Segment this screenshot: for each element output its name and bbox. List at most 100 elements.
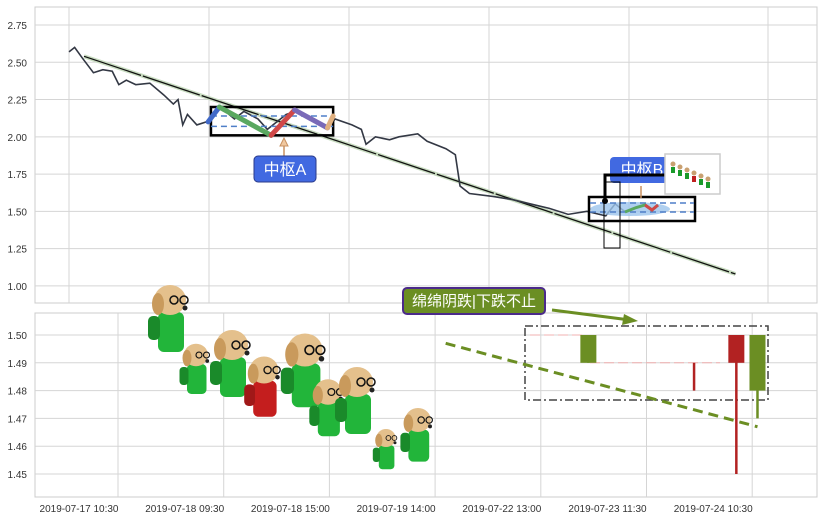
pivot-b-stroke [644, 203, 659, 212]
dog-backpack [210, 361, 222, 385]
candle-group-box [524, 325, 769, 401]
dog-glasses [231, 340, 241, 350]
top-y-tick-label: 2.00 [8, 133, 28, 144]
dog-backpack [309, 405, 320, 426]
bottom-y-tick-label: 1.47 [8, 414, 28, 425]
dog-thumbnail-body [685, 173, 689, 179]
dog-ear [152, 293, 164, 315]
dog-nose [275, 374, 280, 380]
pivot-a-stroke [205, 104, 222, 125]
top-y-tick-label: 2.75 [8, 21, 28, 32]
dog-body [345, 394, 371, 434]
dog-ear [339, 375, 351, 397]
top-y-tick-label: 1.25 [8, 245, 28, 256]
x-tick-label: 2019-07-19 14:00 [357, 504, 436, 515]
pivot-a-stroke [292, 107, 330, 131]
dog-ear [375, 433, 383, 447]
dog-sticker [148, 285, 189, 352]
dog-body [253, 380, 277, 417]
dog-thumbnail-head [677, 164, 683, 170]
dog-glasses [425, 416, 434, 424]
bottom-trend-line [445, 341, 758, 429]
dog-ear [312, 386, 323, 405]
dog-thumbnail-body [706, 182, 710, 188]
dog-ear [247, 363, 259, 384]
dog-sticker [372, 429, 398, 470]
dog-thumbnail-head [691, 170, 697, 176]
pivot-b-box [587, 195, 697, 223]
dog-nose [428, 424, 432, 429]
pivot-b-connector [603, 173, 665, 200]
dog-sticker [179, 343, 211, 394]
dog-backpack [335, 398, 347, 422]
dog-backpack [148, 316, 160, 340]
trend-line [83, 55, 736, 275]
top-y-tick-label: 2.50 [8, 58, 28, 69]
dog-backpack [179, 367, 189, 385]
dog-glasses [263, 365, 272, 375]
pivot-a-stroke [268, 107, 298, 138]
dog-backpack [372, 447, 380, 462]
dog-thumbnail-head [684, 167, 690, 173]
dog-thumbnail-head [698, 173, 704, 179]
dog-sticker [400, 408, 434, 462]
dog-glasses [202, 351, 211, 359]
dog-nose [182, 305, 188, 311]
dog-sticker [335, 367, 376, 434]
dog-ear [182, 349, 192, 367]
pivot-a-label-box [253, 155, 317, 183]
x-tick-label: 2019-07-22 13:00 [462, 504, 541, 515]
top-y-tick-label: 2.25 [8, 96, 28, 107]
dog-ear [285, 342, 299, 367]
bottom-y-tick-label: 1.45 [8, 470, 28, 481]
dog-body [378, 445, 395, 470]
top-y-tick-label: 1.50 [8, 207, 28, 218]
dog-body [220, 357, 246, 397]
dog-thumbnail-body [671, 167, 675, 173]
dog-body [317, 402, 340, 437]
dog-thumbnail-body [678, 170, 682, 176]
dog-nose [393, 441, 397, 445]
x-tick-label: 2019-07-17 10:30 [40, 504, 119, 515]
dog-glasses [391, 435, 398, 441]
pivot-b-connector-dot [602, 198, 608, 204]
dog-thumbnail-head [670, 161, 676, 167]
dog-sticker-group [148, 285, 434, 470]
bottom-y-tick-label: 1.46 [8, 442, 28, 453]
dog-glasses [195, 351, 203, 359]
pivot-a-label: 中枢A [264, 161, 307, 179]
annotation-label: 绵绵阴跌|下跌不止 [412, 293, 536, 310]
dog-body [408, 429, 430, 462]
dog-thumbnail-body [699, 179, 703, 185]
dog-glasses [417, 416, 426, 424]
dog-body [158, 312, 184, 352]
dog-ear [214, 338, 226, 360]
dog-nose [244, 350, 250, 356]
dog-glasses [169, 295, 179, 305]
bottom-panel [34, 312, 818, 498]
dog-sticker [210, 330, 251, 397]
top-y-tick-label: 1.75 [8, 170, 28, 181]
dog-nose [369, 387, 375, 393]
dog-glasses [356, 377, 366, 387]
dog-thumbnail-body [692, 176, 696, 182]
dog-backpack [400, 432, 410, 452]
pivot-b-column-box [603, 181, 621, 249]
candle-body [580, 335, 597, 363]
dog-glasses [272, 365, 281, 375]
pivot-a-stroke [216, 104, 274, 138]
dog-glasses [179, 295, 189, 305]
dog-body [187, 364, 207, 394]
dog-backpack [244, 384, 255, 406]
dog-nose [205, 359, 210, 363]
x-tick-label: 2019-07-18 09:30 [145, 504, 224, 515]
annotation-arrowhead [622, 314, 638, 325]
annotation-arrow [551, 308, 631, 322]
bottom-y-tick-label: 1.48 [8, 387, 28, 398]
annotation-box [402, 287, 546, 315]
dog-backpack [280, 367, 294, 394]
x-tick-label: 2019-07-24 10:30 [674, 504, 753, 515]
x-tick-label: 2019-07-18 15:00 [251, 504, 330, 515]
